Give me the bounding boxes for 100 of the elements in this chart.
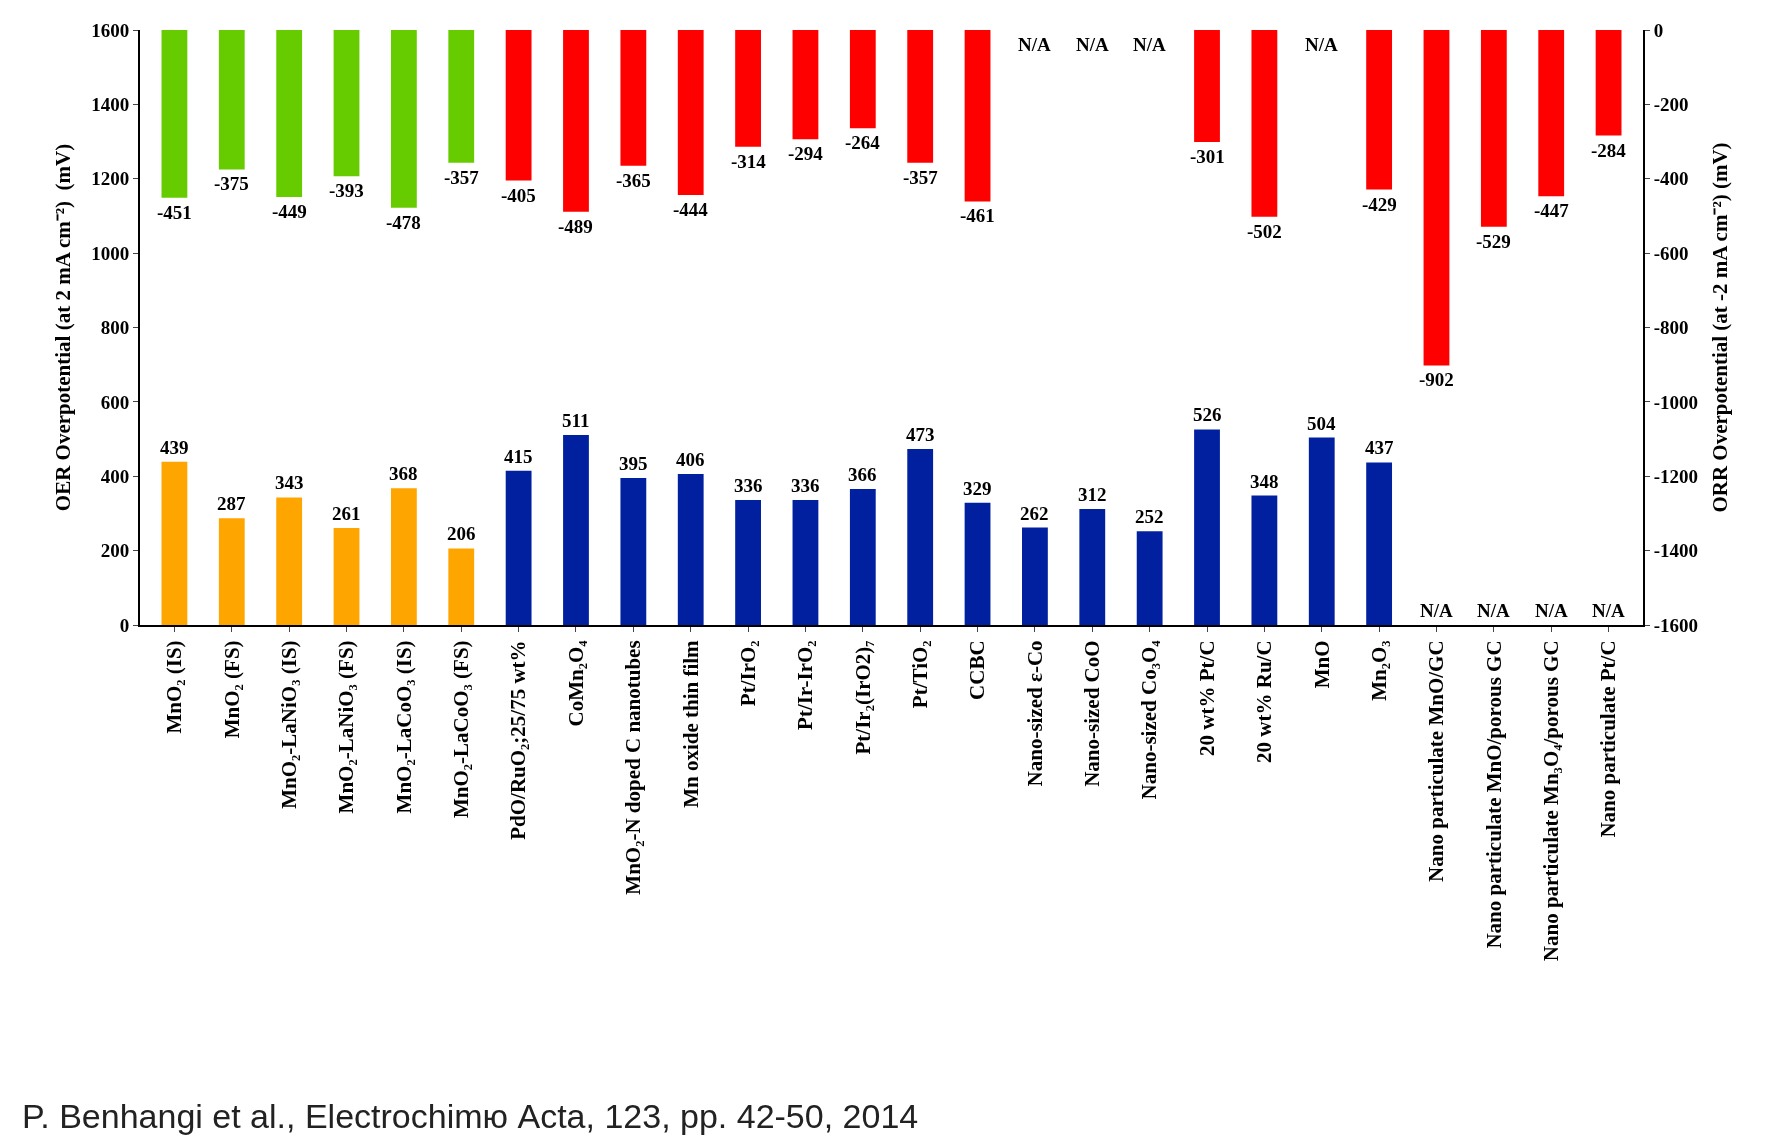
x-tick-label: 20 wt% Ru/C	[1252, 640, 1277, 763]
y-tick-label: 1600	[91, 19, 130, 41]
data-label: 406	[676, 449, 705, 470]
data-label: -357	[444, 167, 480, 188]
y2-tick-label: -400	[1653, 168, 1689, 190]
x-tick-label: MnO₂-LaNiO₃ (IS)	[276, 640, 301, 809]
y-axis-title: OER Overpotential (at 2 mA cm⁻²) (mV)	[50, 143, 75, 512]
data-label: 312	[1078, 484, 1107, 505]
y-tick-label: 200	[100, 540, 130, 562]
text: N/A	[1133, 34, 1166, 55]
data-label: 261	[332, 503, 361, 524]
bar	[964, 502, 991, 625]
bar	[1194, 429, 1220, 625]
y2-tick-label: -1600	[1653, 614, 1699, 636]
data-label: -444	[673, 199, 709, 220]
data-label: -902	[1419, 369, 1454, 390]
x-tick-label: MnO₂ (IS)	[162, 640, 187, 734]
y2-tick-label: -800	[1653, 317, 1689, 339]
data-label: 348	[1250, 471, 1279, 492]
x-tick-label: Pt/Ir-IrO₂	[793, 640, 818, 730]
data-label: 287	[217, 493, 246, 514]
x-tick-label: Nano-sized Co₃O₄	[1137, 639, 1162, 800]
bar	[792, 500, 819, 625]
y-tick-label: 1000	[91, 242, 130, 264]
data-label: -393	[329, 180, 364, 201]
text: N/A	[1535, 600, 1568, 621]
bar	[620, 478, 647, 625]
data-label: -405	[501, 185, 536, 206]
y-tick-label: 400	[100, 465, 130, 487]
data-label: -375	[214, 173, 249, 194]
text: N/A	[1477, 600, 1510, 621]
x-tick-label: PdO/RuO₂;25/75 wt%	[506, 640, 531, 840]
bar	[735, 500, 761, 625]
data-label: -447	[1534, 200, 1570, 221]
bar	[333, 527, 360, 625]
data-label: 473	[906, 424, 935, 445]
x-tick-label: Pt/Ir₂(IrO2)₇	[850, 640, 875, 755]
x-tick-label: MnO₂ (FS)	[219, 640, 244, 739]
x-tick-label: Nano-sized CoO	[1080, 640, 1105, 787]
x-tick-label: Nano particulate Mn₃O₄/porous GC	[1539, 640, 1564, 962]
y-tick-label: 0	[119, 614, 130, 636]
bar	[907, 449, 934, 625]
data-label: -264	[845, 132, 881, 153]
bar	[1308, 437, 1335, 625]
data-label: -314	[731, 151, 767, 172]
x-tick-label: MnO	[1309, 640, 1334, 689]
x-tick-label: Mn oxide thin film	[678, 639, 703, 808]
bar	[1022, 527, 1048, 625]
bar	[1366, 462, 1393, 625]
bar	[1136, 531, 1163, 625]
bar	[448, 548, 475, 625]
x-tick-label: Mn₂O₃	[1366, 640, 1391, 701]
y2-tick-label: 0	[1653, 19, 1664, 41]
y-tick-label: 1200	[91, 168, 130, 190]
y2-tick-label: -1200	[1653, 465, 1699, 487]
data-label: 343	[275, 472, 304, 493]
bar	[505, 470, 532, 625]
x-tick-label: Nano particulate MnO/GC	[1424, 640, 1449, 882]
x-tick-label: CCBC	[965, 640, 990, 700]
data-label: 504	[1307, 413, 1336, 434]
text: N/A	[1420, 600, 1453, 621]
data-label: -478	[386, 212, 421, 233]
y2-tick-label: -1000	[1653, 391, 1699, 413]
y2-tick-label: -600	[1653, 242, 1689, 264]
data-label: 368	[389, 463, 418, 484]
data-label: 329	[963, 478, 992, 499]
data-label: 262	[1020, 503, 1049, 524]
data-label: 252	[1135, 506, 1164, 527]
text: N/A	[1305, 34, 1338, 55]
x-tick-label: 20 wt% Pt/C	[1194, 640, 1219, 756]
x-tick-label: MnO₂-N doped C nanotubes	[621, 640, 646, 895]
data-label: 395	[619, 453, 648, 474]
x-tick-label: CoMn₂O₄	[563, 639, 588, 727]
x-tick-label: Nano-sized ε-Co	[1022, 640, 1047, 787]
data-label: -529	[1476, 231, 1511, 252]
bar	[161, 461, 188, 625]
y-tick-label: 1400	[91, 94, 130, 116]
data-label: -365	[616, 170, 651, 191]
bar	[1079, 508, 1106, 625]
text: N/A	[1592, 600, 1625, 621]
data-label: -461	[960, 205, 995, 226]
data-label: 415	[504, 446, 533, 467]
data-label: 206	[447, 523, 476, 544]
data-label: -301	[1190, 146, 1225, 167]
x-tick-label: Nano particulate MnO/porous GC	[1481, 640, 1506, 949]
x-tick-label: Pt/IrO₂	[735, 640, 760, 707]
x-tick-label: MnO₂-LaCoO₃ (IS)	[391, 640, 416, 814]
y-tick-label: 600	[100, 391, 130, 413]
data-label: -489	[558, 216, 593, 237]
data-label: -429	[1362, 194, 1397, 215]
y2-tick-label: -1400	[1653, 540, 1699, 562]
bar	[849, 488, 876, 625]
data-label: -502	[1247, 221, 1282, 242]
data-label: 437	[1365, 437, 1394, 458]
bar	[563, 434, 589, 625]
data-label: -294	[788, 143, 824, 164]
x-tick-label: Pt/TiO₂	[908, 640, 933, 709]
data-label: -449	[272, 201, 307, 222]
bar	[1251, 495, 1278, 625]
data-label: 526	[1193, 404, 1222, 425]
